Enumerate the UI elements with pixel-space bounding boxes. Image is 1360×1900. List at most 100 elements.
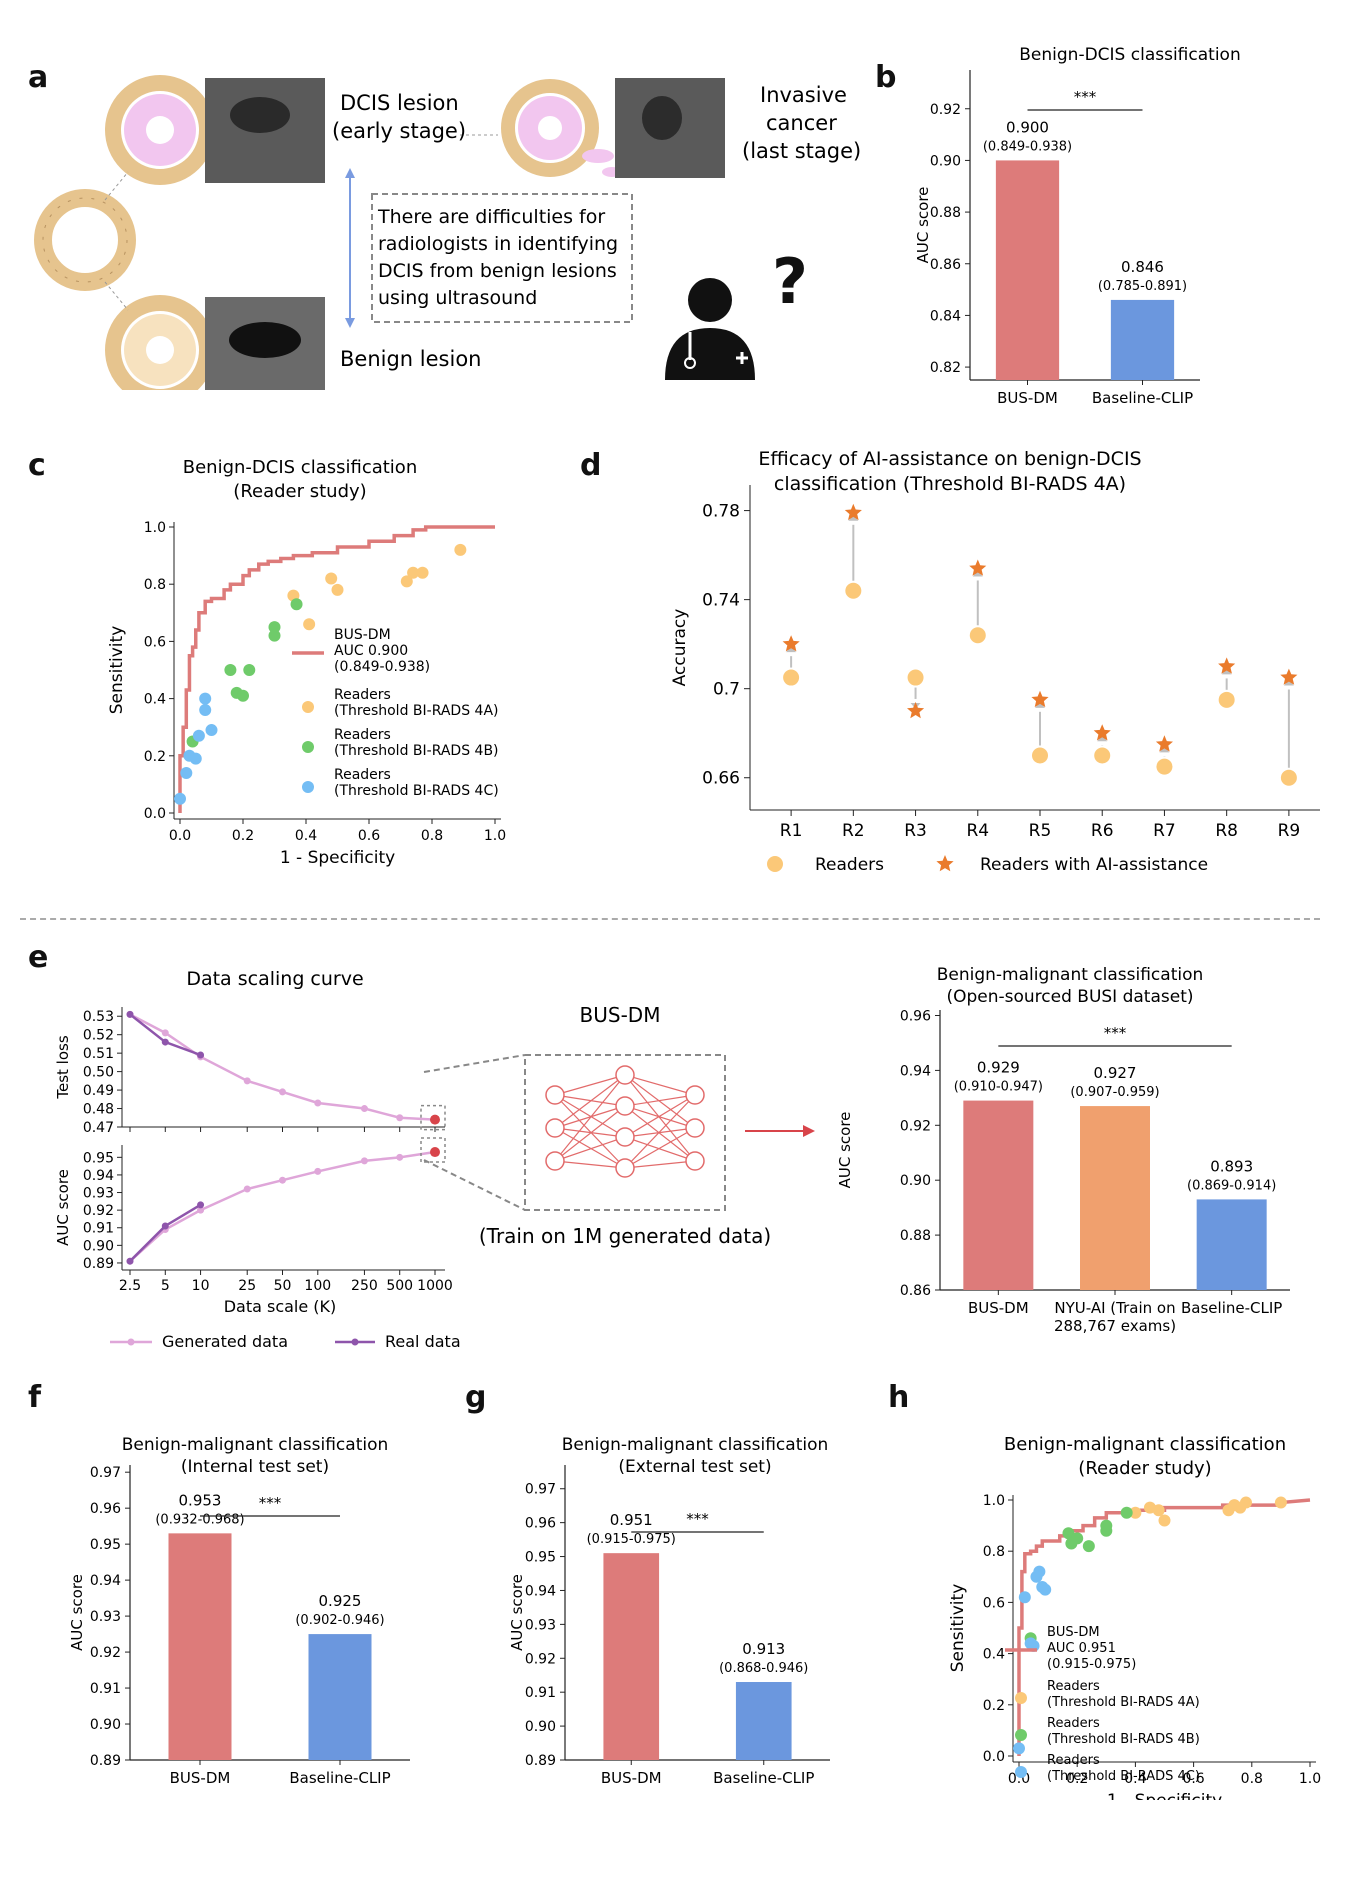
y-tick-label: 0.94 [90,1573,121,1589]
y-tick-label: 0.95 [83,1150,114,1166]
y-axis-label: AUC score [54,1169,72,1246]
change-arrowhead [1221,668,1232,675]
legend-reader-threshold: (Threshold BI-RADS 4A) [334,703,499,719]
legend-reader-threshold: (Threshold BI-RADS 4B) [334,743,499,759]
reader-point [303,618,316,631]
difficulty-box [371,193,633,323]
y-tick-label: 0.90 [525,1719,556,1735]
y-tick-label: 0.94 [525,1583,556,1599]
x-tick-label: BUS-DM [170,1769,231,1787]
y-tick-label: 0.94 [83,1168,114,1184]
network-edge [554,1094,626,1169]
chart-d: Efficacy of AI-assistance on benign-DCIS… [670,448,1320,875]
arrow-to-dcis [104,171,129,201]
y-tick-label: 0.96 [90,1501,121,1517]
dcis-label: DCIS lesion [340,91,459,115]
y-tick-label: 1.0 [144,520,166,536]
chart-title: Benign-malignant classification [562,1435,829,1455]
network-edge [624,1094,696,1107]
y-tick-label: 0.88 [900,1228,931,1244]
legend-roc-name: BUS-DM [1047,1625,1100,1640]
generated-data-last-point [430,1147,440,1158]
y-tick-label: 0.97 [90,1465,121,1481]
generated-data-point [360,1157,368,1165]
reader-point [907,669,924,686]
network-node [615,1127,635,1147]
x-tick-label: R5 [1029,821,1052,841]
y-axis-label: Sensitivity [107,626,127,715]
reader-point [205,724,218,737]
y-tick-label: 0.47 [83,1120,114,1136]
x-tick-label: 0.8 [1241,1771,1263,1787]
x-tick-label: 0.2 [1066,1771,1088,1787]
y-tick-label: 0.86 [930,257,961,273]
x-tick-label: Baseline-CLIP [289,1769,390,1787]
legend-roc-ci: (0.849-0.938) [334,659,430,675]
ai-assisted-star [907,701,925,719]
network-edge [624,1127,696,1169]
legend-reader-name: Readers [334,767,391,783]
bar [308,1634,372,1760]
network-node [615,1065,635,1085]
reader-point [1158,1514,1171,1527]
network-node [545,1151,565,1171]
y-tick-label: 0.92 [90,1645,121,1661]
bar-ci-label: (0.910-0.947) [954,1080,1043,1095]
reader-point [268,621,281,634]
legend-readers-label: Readers [815,855,884,875]
generated-data-point [396,1114,404,1122]
y-tick-label: 0.95 [525,1550,556,1566]
x-tick-label: 250 [351,1278,378,1294]
y-tick-label: 0.92 [83,1203,114,1219]
bar [1110,299,1175,380]
legend-reader-threshold: (Threshold BI-RADS 4A) [1047,1695,1200,1710]
reader-point [224,664,237,676]
bar-value-label: 0.846 [1121,258,1164,276]
chart-subtitle: (Internal test set) [181,1457,329,1477]
y-tick-label: 0.2 [144,749,166,765]
bar-ci-label: (0.915-0.975) [587,1532,676,1547]
bar-value-label: 0.927 [1094,1064,1137,1082]
x-tick-label: 2.5 [119,1278,141,1294]
y-axis-label: Accuracy [670,609,690,687]
ai-assisted-star [1155,735,1173,752]
significance-label: *** [1074,88,1097,106]
reader-point [1039,1583,1052,1596]
y-tick-label: 0.0 [144,806,166,822]
legend-roc-auc: AUC 0.951 [1047,1641,1116,1656]
y-tick-label: 0.4 [144,692,166,708]
y-tick-label: 0.89 [525,1753,556,1769]
generated-data-point [243,1077,251,1085]
significance-label: *** [259,1494,282,1512]
panel-a-illustration: ? DCIS lesion (early stage) Invasive can… [34,75,861,390]
y-tick-label: 0.4 [983,1647,1005,1663]
model-label: BUS-DM [580,1003,661,1027]
generated-data-point [197,1206,205,1214]
bar-ci-label: (0.902-0.946) [295,1613,384,1628]
chart-title: Benign-DCIS classification [1019,45,1240,65]
x-tick-label: BUS-DM [997,389,1058,407]
reader-point [237,689,249,702]
reader-point [243,664,256,676]
y-tick-label: 0.93 [525,1617,556,1633]
network-node [545,1085,565,1105]
chart-title: Benign-malignant classification [1004,1434,1286,1455]
legend-roc-auc: AUC 0.900 [334,643,408,659]
change-arrowhead [848,514,859,521]
bar [1080,1106,1150,1290]
chart-g: 0.89 0.90 0.91 0.92 0.93 0.94 0.95 0.96 0.97 AUC … [508,1435,830,1787]
reader-point [1062,1527,1075,1540]
y-axis-label: AUC score [508,1574,526,1651]
reader-point [331,583,344,596]
network-node [615,1096,635,1116]
chart-title: Benign-DCIS classification [183,457,417,478]
y-axis-label: Sensitivity [948,1584,968,1673]
significance-label: *** [1104,1024,1127,1042]
panel-letter-e: e [28,940,49,975]
legend-reader-name: Readers [1047,1716,1100,1731]
reader-point [1100,1519,1113,1532]
y-tick-label: 0.90 [930,153,961,169]
legend-reader-swatch [1015,1729,1027,1741]
x-tick-label: Baseline-CLIP [1092,389,1193,407]
bar [735,1682,792,1760]
